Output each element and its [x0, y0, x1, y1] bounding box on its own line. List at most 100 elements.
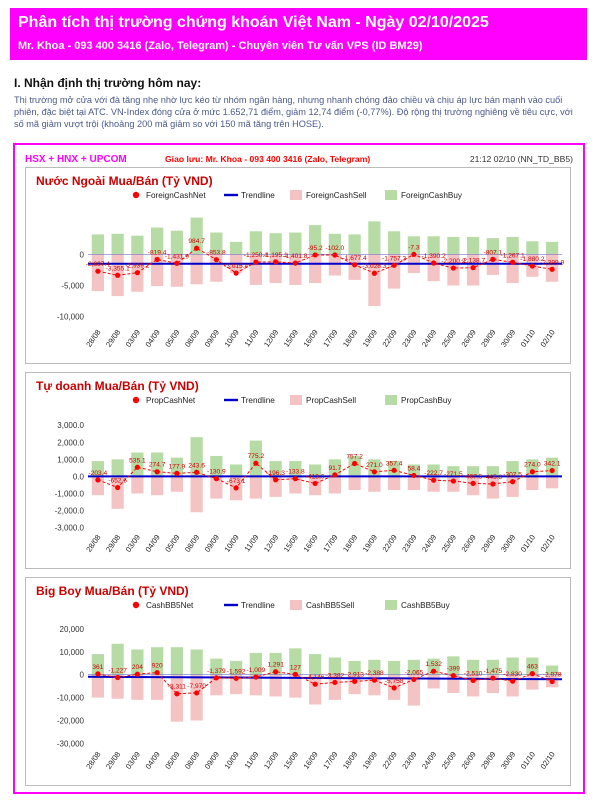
sell-bar — [427, 254, 440, 282]
y-tick-label: 0 — [80, 250, 85, 259]
net-data-label: -1,379 — [207, 668, 226, 675]
x-tick-label: 30/09 — [499, 750, 517, 771]
buy-bar — [447, 236, 460, 255]
legend-sell-swatch — [290, 600, 302, 610]
net-data-label: 361 — [92, 664, 103, 671]
x-tick-label: 23/09 — [400, 750, 418, 771]
buy-bar — [368, 221, 381, 255]
buy-bar — [328, 657, 341, 675]
x-tick-label: 09/09 — [203, 328, 221, 349]
sell-bar — [447, 476, 460, 492]
net-data-label: 1,291 — [267, 662, 284, 669]
y-tick-label: -2,000.0 — [55, 507, 85, 516]
timestamp-label: 21:12 02/10 (NN_TD_BB5) — [469, 154, 573, 164]
net-data-label: -1,475 — [484, 668, 503, 675]
buy-bar — [210, 658, 223, 675]
net-data-label: -3,382 — [326, 672, 345, 679]
net-point — [510, 678, 516, 684]
net-point — [174, 260, 180, 266]
sell-bar — [407, 476, 420, 491]
net-point — [352, 262, 358, 268]
net-data-label: 1,532 — [425, 661, 442, 668]
net-point — [253, 259, 259, 265]
x-tick-label: 05/09 — [163, 328, 181, 349]
net-point — [253, 674, 259, 680]
report-header: Phân tích thị trường chứng khoán Việt Na… — [10, 8, 587, 60]
trendline — [87, 675, 563, 681]
x-tick-label: 10/09 — [222, 328, 240, 349]
x-tick-label: 29/09 — [479, 533, 497, 554]
net-point — [115, 674, 121, 681]
net-line — [97, 247, 553, 276]
net-point — [490, 256, 496, 262]
net-point — [332, 472, 338, 478]
net-point — [134, 270, 140, 276]
net-point — [450, 265, 456, 271]
net-data-label: -1,757.3 — [382, 255, 407, 262]
x-tick-label: 22/09 — [380, 533, 398, 554]
net-point — [194, 690, 200, 696]
buy-bar — [210, 232, 223, 255]
x-tick-label: 16/09 — [301, 328, 319, 349]
sell-bar — [427, 674, 440, 689]
x-tick-label: 10/09 — [222, 750, 240, 771]
section-title: I. Nhận định thị trường hôm nay: — [14, 76, 202, 90]
buy-bar — [467, 466, 480, 477]
net-data-label: -8,311 — [168, 684, 187, 691]
net-data-label: -2,200.2 — [441, 258, 466, 265]
buy-bar — [506, 461, 519, 477]
net-point — [470, 480, 476, 486]
net-point — [431, 668, 437, 674]
buy-bar — [289, 461, 302, 477]
net-data-label: -1,431.9 — [165, 253, 190, 260]
buy-bar — [249, 652, 262, 675]
net-point — [490, 481, 496, 487]
x-tick-label: 19/09 — [361, 533, 379, 554]
net-point — [371, 469, 377, 475]
buy-bar — [447, 466, 460, 477]
legend-label: Trendline — [241, 601, 275, 610]
net-data-label: 463 — [527, 664, 538, 671]
legend-label: PropCashNet — [146, 396, 196, 405]
net-point — [134, 464, 140, 470]
buy-bar — [309, 225, 322, 255]
x-tick-label: 12/09 — [262, 533, 280, 554]
sell-bar — [427, 476, 440, 492]
sell-bar — [269, 674, 282, 697]
legend-buy-swatch — [385, 395, 397, 405]
x-tick-label: 28/08 — [84, 750, 102, 771]
net-point — [411, 676, 417, 683]
chart-svg: PropCashNet Trendline PropCashSell PropCash… — [55, 395, 562, 554]
x-tick-label: 22/09 — [380, 750, 398, 771]
chart-title: Tự doanh Mua/Bán (Tỷ VND) — [36, 379, 199, 393]
buy-bar — [486, 659, 499, 675]
x-tick-label: 10/09 — [222, 533, 240, 554]
net-line — [97, 670, 553, 695]
net-data-label: -271.5 — [444, 471, 463, 478]
x-tick-label: 02/10 — [538, 328, 556, 349]
sell-bar — [151, 674, 164, 700]
y-tick-label: 1,000.0 — [57, 455, 84, 464]
net-data-label: -1,250.1 — [244, 252, 269, 259]
net-data-label: -445.8 — [484, 474, 503, 481]
exchanges-label: HSX + HNX + UPCOM — [25, 154, 127, 165]
net-data-label: -5,758 — [385, 678, 404, 685]
buy-bar — [427, 236, 440, 255]
net-point — [470, 677, 476, 684]
x-tick-label: 01/10 — [519, 533, 537, 554]
net-data-label: -2,065 — [405, 669, 424, 676]
x-tick-label: 24/09 — [420, 328, 438, 349]
buy-bar — [190, 649, 203, 675]
net-point — [95, 477, 101, 483]
sell-bar — [348, 674, 361, 695]
x-tick-label: 11/09 — [243, 533, 261, 553]
buy-bar — [111, 643, 124, 675]
buy-bar — [467, 236, 480, 255]
buy-bar — [190, 217, 203, 255]
sell-bar — [289, 674, 302, 698]
net-data-label: 204 — [132, 664, 143, 671]
legend-label: CashBB5Sell — [306, 601, 354, 610]
sell-bar — [111, 674, 124, 699]
buy-bar — [249, 440, 262, 477]
net-point — [233, 270, 239, 276]
